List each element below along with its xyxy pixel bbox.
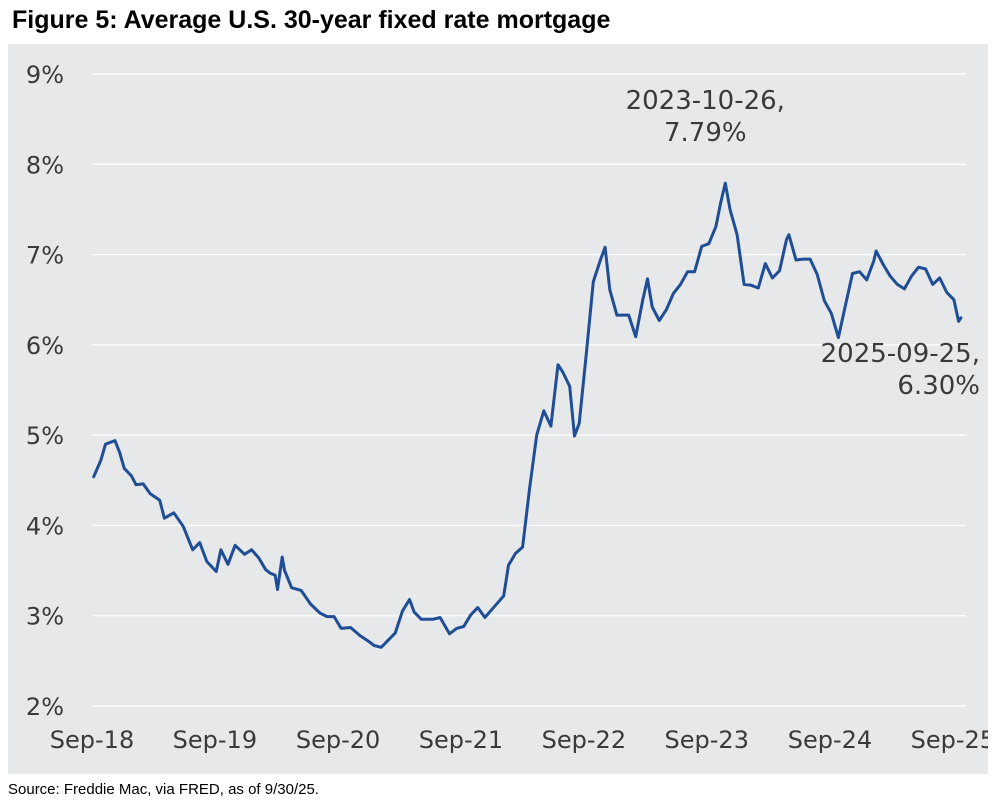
- line-chart: 9% 8% 7% 6% 5% 4% 3% 2% Sep-18 Sep-19 Sep-20 Sep-2…: [26, 61, 988, 754]
- y-tick-label: 9%: [26, 61, 64, 89]
- annotation-line: 2025-09-25,: [821, 339, 980, 369]
- x-tick-label: Sep-20: [296, 726, 380, 754]
- x-tick-label: Sep-23: [665, 726, 749, 754]
- chart-title: Figure 5: Average U.S. 30-year fixed rat…: [12, 6, 611, 34]
- x-tick-label: Sep-21: [419, 726, 503, 754]
- x-tick-label: Sep-24: [788, 726, 872, 754]
- y-tick-label: 6%: [26, 332, 64, 360]
- y-tick-label: 4%: [26, 512, 64, 540]
- y-axis-ticks: 9% 8% 7% 6% 5% 4% 3% 2%: [26, 61, 64, 721]
- x-tick-label: Sep-19: [173, 726, 257, 754]
- x-tick-label: Sep-22: [542, 726, 626, 754]
- data-annotation: 2023-10-26, 7.79%: [626, 86, 785, 148]
- x-tick-label: Sep-25: [911, 726, 988, 754]
- y-tick-label: 8%: [26, 151, 64, 179]
- y-tick-label: 2%: [26, 693, 64, 721]
- x-tick-label: Sep-18: [50, 726, 134, 754]
- gridlines: [92, 73, 966, 707]
- annotation-line: 6.30%: [897, 371, 980, 401]
- y-tick-label: 5%: [26, 422, 64, 450]
- x-axis-ticks: Sep-18 Sep-19 Sep-20 Sep-21 Sep-22 Sep-23 Sep-…: [50, 726, 988, 754]
- data-annotation: 2025-09-25, 6.30%: [821, 339, 980, 401]
- annotations: 2023-10-26, 7.79% 2025-09-25, 6.30%: [626, 86, 980, 401]
- annotation-line: 7.79%: [664, 118, 747, 148]
- annotation-line: 2023-10-26,: [626, 86, 785, 116]
- y-tick-label: 3%: [26, 603, 64, 631]
- plot-background: [8, 44, 988, 774]
- source-note: Source: Freddie Mac, via FRED, as of 9/3…: [8, 781, 319, 798]
- series-line: [92, 181, 963, 649]
- y-tick-label: 7%: [26, 242, 64, 270]
- series-layer: [92, 181, 963, 649]
